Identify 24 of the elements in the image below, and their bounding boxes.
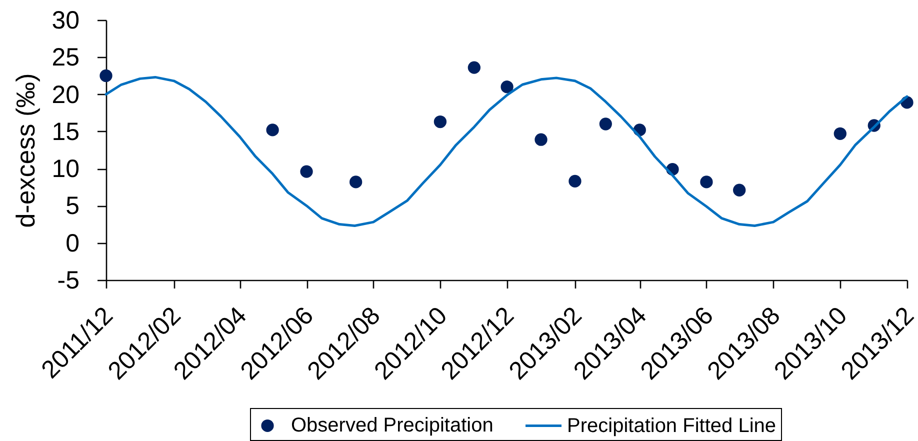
legend-label: Observed Precipitation [291,414,494,437]
y-axis-title: d-excess (‰) [10,73,41,228]
point [434,115,447,128]
point [300,165,313,178]
y-tick-label: 5 [66,192,80,220]
legend-label: Precipitation Fitted Line [567,414,776,437]
point [834,127,846,140]
y-tick-label: 0 [66,229,80,258]
y-tick-label: 20 [52,80,80,109]
point [733,184,746,196]
y-tick-label: 25 [52,44,80,72]
point [599,118,612,130]
point [350,176,362,188]
y-tick-label: 10 [52,155,80,184]
point [100,69,112,82]
point [568,174,582,188]
point [534,133,548,146]
y-tick-label: 30 [52,6,80,34]
point [700,176,713,188]
point [500,80,514,94]
y-tick-label: -5 [57,266,80,294]
point [468,61,480,74]
point [266,124,279,136]
y-tick-label: 15 [52,118,80,146]
